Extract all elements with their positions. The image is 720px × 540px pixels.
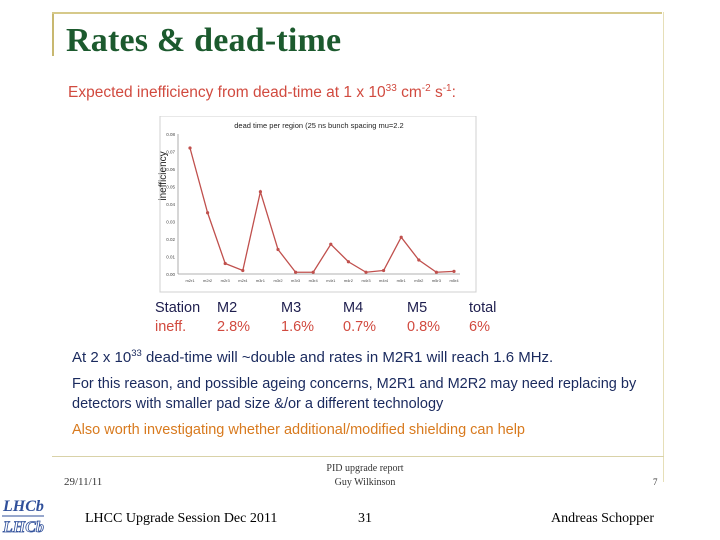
lhcb-logo: LHCb LHCb xyxy=(0,494,46,540)
chart-data-point xyxy=(364,270,368,274)
chart-x-tick-label: m2r1 xyxy=(185,278,195,283)
footer-report: PID upgrade report Guy Wilkinson xyxy=(300,462,430,490)
subtitle-exponent: -2 xyxy=(421,82,431,94)
chart-data-point xyxy=(452,269,456,273)
table-value-cell: 2.8% xyxy=(217,319,251,335)
chart-y-tick-label: 0.03 xyxy=(166,220,175,225)
slide-title: Rates & dead-time xyxy=(66,22,342,59)
footer-page-number: 7 xyxy=(653,477,658,487)
chart-series-line xyxy=(189,147,455,273)
subtitle-exponent: -1 xyxy=(442,82,452,94)
logo-text: LHCb xyxy=(2,498,44,515)
chart-data-point xyxy=(311,270,315,274)
chart-y-tick-label: 0.07 xyxy=(166,150,175,155)
chart-data-point xyxy=(399,235,403,239)
presenter-name: Andreas Schopper xyxy=(551,511,655,526)
subtitle-exponent: 33 xyxy=(385,82,397,94)
chart-x-tick-label: m5r3 xyxy=(432,278,442,283)
chart-x-tick-label: m3r4 xyxy=(309,278,319,283)
body-text: dead-time will ~double and rates in M2R1… xyxy=(141,349,554,366)
chart-data-point xyxy=(258,190,262,194)
logo-text: LHCb xyxy=(2,519,44,536)
footer-date: 29/11/11 xyxy=(64,476,103,488)
chart-x-tick-label: m3r1 xyxy=(256,278,266,283)
chart-title: dead time per region (25 ns bunch spacin… xyxy=(234,121,403,130)
table-header-cell: M5 xyxy=(407,300,428,316)
subtitle-text: Expected inefficiency from dead-time at … xyxy=(68,84,386,101)
slide-top-rule xyxy=(52,12,662,14)
chart-data-point xyxy=(223,261,227,266)
table-header-cell: M3 xyxy=(281,300,302,316)
chart-data-point xyxy=(241,268,245,273)
table-value-row: ineff. 2.8% 1.6% 0.7% 0.8% 6% xyxy=(155,319,535,338)
slide-subtitle: Expected inefficiency from dead-time at … xyxy=(68,82,456,102)
body-line-deadtime: At 2 x 1033 dead-time will ~double and r… xyxy=(72,349,662,366)
dead-time-chart: dead time per region (25 ns bunch spacin… xyxy=(158,116,480,294)
table-header-cell: M2 xyxy=(217,300,238,316)
chart-x-tick-label: m3r2 xyxy=(273,278,283,283)
table-value-cell: ineff. xyxy=(155,319,187,335)
chart-x-tick-label: m5r2 xyxy=(414,278,424,283)
chart-x-tick-label: m3r3 xyxy=(291,278,301,283)
table-value-cell: 0.7% xyxy=(343,319,377,335)
chart-x-tick-label: m4r2 xyxy=(344,278,354,283)
footer-report-author: Guy Wilkinson xyxy=(334,477,396,488)
body-line-replacement: For this reason, and possible ageing con… xyxy=(72,376,637,412)
body-line-shielding: Also worth investigating whether additio… xyxy=(72,422,525,438)
chart-data-point xyxy=(206,211,210,215)
chart-x-tick-label: m4r4 xyxy=(379,278,389,283)
chart-y-tick-label: 0.08 xyxy=(166,132,175,137)
chart-x-tick-label: m5r1 xyxy=(397,278,407,283)
slide-left-rule xyxy=(52,14,54,56)
chart-data-point xyxy=(434,270,438,274)
chart-y-tick-label: 0.00 xyxy=(166,272,175,277)
chart-svg: dead time per region (25 ns bunch spacin… xyxy=(158,116,477,293)
slide-number: 31 xyxy=(358,511,372,526)
chart-x-tick-label: m5r4 xyxy=(449,278,459,283)
station-table: Station M2 M3 M4 M5 total ineff. 2.8% 1.… xyxy=(155,300,535,338)
chart-x-tick-label: m2r4 xyxy=(238,278,248,283)
lhcb-logo-icon: LHCb LHCb xyxy=(0,494,46,540)
footer-report-title: PID upgrade report xyxy=(326,463,404,474)
subtitle-unit: s xyxy=(430,84,443,101)
subtitle-colon: : xyxy=(451,84,456,101)
chart-y-axis-label: inefficiency xyxy=(158,151,169,200)
chart-y-tick-label: 0.05 xyxy=(166,185,175,190)
table-value-cell: 1.6% xyxy=(281,319,315,335)
table-header-cell: M4 xyxy=(343,300,364,316)
chart-y-tick-label: 0.04 xyxy=(166,202,175,207)
slide-right-rule xyxy=(663,12,664,482)
table-value-cell: 0.8% xyxy=(407,319,441,335)
chart-data-point xyxy=(329,242,333,246)
chart-data-point xyxy=(294,270,298,274)
subtitle-unit: cm xyxy=(396,84,422,101)
chart-data-point xyxy=(346,260,350,264)
chart-data-point xyxy=(188,146,192,150)
table-value-cell: 6% xyxy=(469,319,490,335)
chart-data-point xyxy=(382,268,386,273)
table-header-row: Station M2 M3 M4 M5 total xyxy=(155,300,535,319)
body-exponent: 33 xyxy=(131,348,142,359)
session-label: LHCC Upgrade Session Dec 2011 xyxy=(85,511,278,526)
table-header-cell: Station xyxy=(155,300,201,316)
body-text: At 2 x 10 xyxy=(72,349,132,366)
chart-x-tick-label: m2r3 xyxy=(221,278,231,283)
chart-x-tick-label: m4r1 xyxy=(326,278,336,283)
chart-y-tick-label: 0.06 xyxy=(166,167,175,172)
chart-y-tick-label: 0.02 xyxy=(166,237,175,242)
chart-data-point xyxy=(417,258,421,262)
footer-separator xyxy=(52,456,664,457)
chart-x-tick-label: m2r2 xyxy=(203,278,213,283)
table-header-cell: total xyxy=(469,300,497,316)
chart-y-tick-label: 0.01 xyxy=(166,255,175,260)
chart-data-point xyxy=(276,247,280,252)
chart-x-tick-label: m4r3 xyxy=(361,278,371,283)
